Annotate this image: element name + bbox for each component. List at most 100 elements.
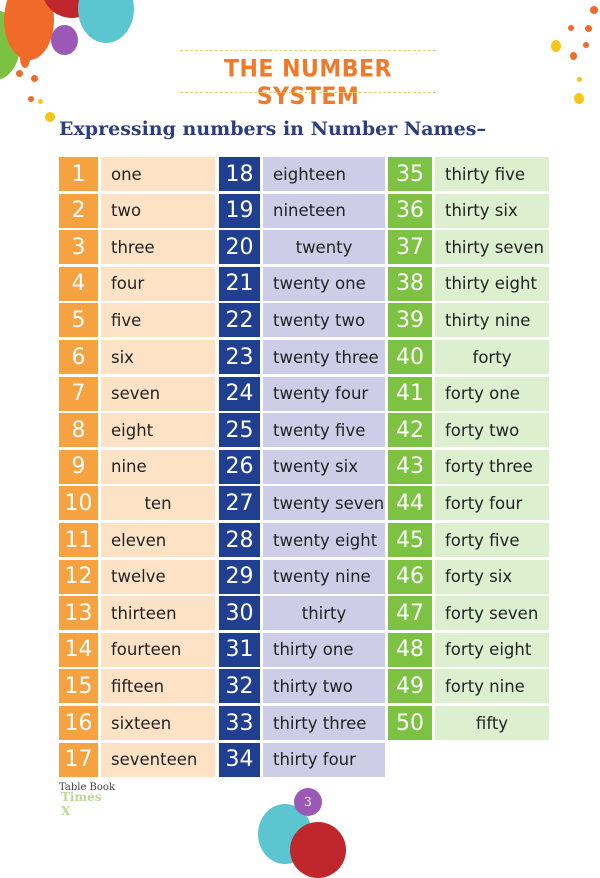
decorative-blob-purple bbox=[51, 25, 78, 55]
number-cell: 19 bbox=[219, 193, 260, 228]
number-cell: 22 bbox=[219, 303, 260, 338]
number-cell: 9 bbox=[59, 449, 98, 484]
number-cell: 32 bbox=[219, 669, 260, 704]
number-cell: 38 bbox=[388, 266, 432, 301]
number-name-cell: thirty seven bbox=[435, 230, 549, 265]
number-cell: 47 bbox=[388, 596, 432, 631]
decorative-dot bbox=[590, 6, 598, 14]
number-cell: 12 bbox=[59, 559, 98, 594]
number-name-cell: forty bbox=[435, 340, 549, 374]
number-name-cell: eighteen bbox=[263, 157, 385, 191]
number-name-cell: forty eight bbox=[435, 632, 549, 667]
number-name-cell: thirty five bbox=[435, 157, 549, 191]
number-cell: 6 bbox=[59, 340, 98, 374]
number-name-cell: twenty nine bbox=[263, 559, 385, 594]
number-cell: 18 bbox=[219, 157, 260, 191]
number-name-cell: twenty one bbox=[263, 266, 385, 301]
decorative-dot bbox=[38, 99, 43, 104]
number-name-cell: fifty bbox=[435, 706, 549, 740]
decorative-dot bbox=[574, 93, 584, 104]
number-name-cell: seventeen bbox=[101, 742, 215, 777]
number-name-cell: forty three bbox=[435, 449, 549, 484]
number-name-cell: thirty one bbox=[263, 632, 385, 667]
decorative-dot bbox=[577, 77, 582, 82]
number-name-cell: forty nine bbox=[435, 669, 549, 704]
decorative-dot bbox=[568, 25, 574, 31]
number-name-cell: ten bbox=[101, 486, 215, 521]
number-cell: 16 bbox=[59, 706, 98, 740]
number-cell: 33 bbox=[219, 706, 260, 740]
number-cell: 4 bbox=[59, 266, 98, 301]
number-name-cell: four bbox=[101, 266, 215, 301]
number-name-cell: twelve bbox=[101, 559, 215, 594]
number-cell: 44 bbox=[388, 486, 432, 521]
decorative-dot bbox=[583, 42, 589, 48]
decorative-dot bbox=[570, 52, 577, 60]
page-title-banner: THE NUMBER SYSTEM bbox=[180, 44, 436, 111]
number-name-cell: six bbox=[101, 340, 215, 374]
number-name-cell: twenty bbox=[263, 230, 385, 265]
number-name-cell: fourteen bbox=[101, 632, 215, 667]
divider bbox=[180, 50, 436, 51]
number-name-cell: thirty two bbox=[263, 669, 385, 704]
divider bbox=[180, 92, 436, 93]
number-name-cell: thirteen bbox=[101, 596, 215, 631]
number-name-cell: thirty nine bbox=[435, 303, 549, 338]
number-name-cell: forty seven bbox=[435, 596, 549, 631]
decorative-dot bbox=[45, 112, 55, 122]
number-name-cell: twenty five bbox=[263, 413, 385, 448]
number-name-cell: sixteen bbox=[101, 706, 215, 740]
number-cell: 25 bbox=[219, 413, 260, 448]
number-name-cell: seven bbox=[101, 376, 215, 411]
number-name-cell: two bbox=[101, 193, 215, 228]
publisher-logo: Times X Table Book bbox=[59, 782, 116, 818]
number-name-cell: nineteen bbox=[263, 193, 385, 228]
number-cell: 35 bbox=[388, 157, 432, 191]
decorative-dot bbox=[31, 75, 38, 82]
number-name-cell: thirty three bbox=[263, 706, 385, 740]
decorative-dot bbox=[551, 40, 561, 52]
number-cell: 24 bbox=[219, 376, 260, 411]
number-cell: 2 bbox=[59, 193, 98, 228]
number-cell: 28 bbox=[219, 523, 260, 557]
number-name-cell: three bbox=[101, 230, 215, 265]
number-name-cell: thirty six bbox=[435, 193, 549, 228]
number-name-cell: twenty four bbox=[263, 376, 385, 411]
page-number: 3 bbox=[294, 788, 322, 816]
number-cell: 39 bbox=[388, 303, 432, 338]
number-cell: 1 bbox=[59, 157, 98, 191]
number-cell: 40 bbox=[388, 340, 432, 374]
number-name-cell: forty four bbox=[435, 486, 549, 521]
number-cell: 27 bbox=[219, 486, 260, 521]
number-cell: 11 bbox=[59, 523, 98, 557]
number-name-cell: twenty eight bbox=[263, 523, 385, 557]
number-name-cell: forty six bbox=[435, 559, 549, 594]
number-name-cell: fifteen bbox=[101, 669, 215, 704]
number-cell: 7 bbox=[59, 376, 98, 411]
number-cell: 31 bbox=[219, 632, 260, 667]
decorative-blob-cyan bbox=[78, 0, 134, 43]
decorative-dot bbox=[585, 25, 592, 32]
number-cell: 43 bbox=[388, 449, 432, 484]
decorative-dot bbox=[28, 96, 34, 102]
number-cell: 26 bbox=[219, 449, 260, 484]
number-name-cell: one bbox=[101, 157, 215, 191]
number-cell: 41 bbox=[388, 376, 432, 411]
number-cell: 30 bbox=[219, 596, 260, 631]
decorative-blob-red bbox=[290, 822, 346, 878]
number-name-cell: forty two bbox=[435, 413, 549, 448]
number-cell: 14 bbox=[59, 632, 98, 667]
number-name-cell: forty one bbox=[435, 376, 549, 411]
number-cell: 13 bbox=[59, 596, 98, 631]
number-cell: 29 bbox=[219, 559, 260, 594]
page-title: THE NUMBER SYSTEM bbox=[223, 55, 392, 111]
number-cell: 5 bbox=[59, 303, 98, 338]
number-cell: 21 bbox=[219, 266, 260, 301]
number-name-cell: thirty eight bbox=[435, 266, 549, 301]
number-name-cell: nine bbox=[101, 449, 215, 484]
number-cell: 49 bbox=[388, 669, 432, 704]
logo-text: Table Book bbox=[59, 782, 116, 793]
number-name-cell: twenty three bbox=[263, 340, 385, 374]
number-cell: 37 bbox=[388, 230, 432, 265]
section-heading: Expressing numbers in Number Names– bbox=[59, 118, 486, 140]
